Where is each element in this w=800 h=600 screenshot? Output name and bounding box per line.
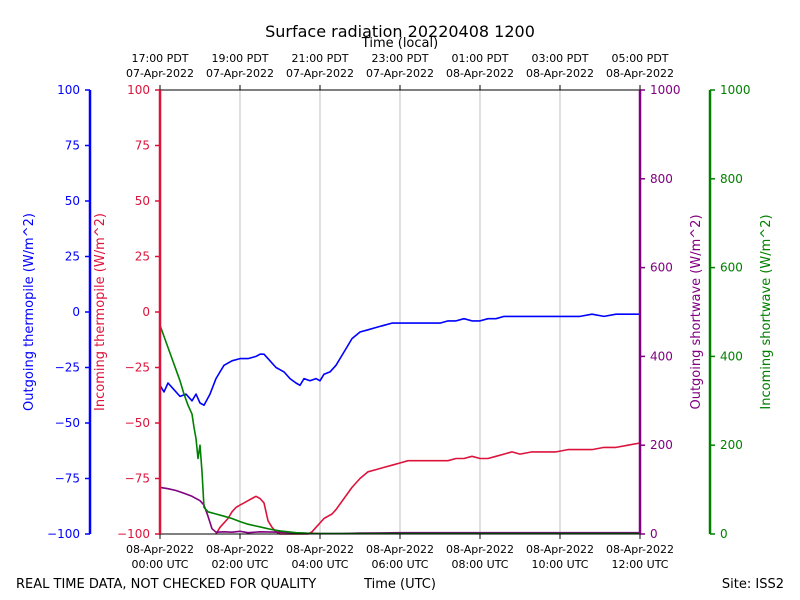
incoming-thermopile-tick-label: 0 [142, 305, 150, 319]
incoming-shortwave-tick-label: 400 [720, 349, 743, 363]
bottom-tick-time: 04:00 UTC [291, 558, 348, 571]
top-tick-time: 17:00 PDT [131, 52, 188, 65]
incoming-thermopile-tick-label: −100 [117, 527, 150, 541]
top-tick-date: 07-Apr-2022 [126, 67, 194, 80]
bottom-tick-time: 06:00 UTC [371, 558, 428, 571]
incoming-shortwave-axis-label: Incoming shortwave (W/m^2) [759, 214, 774, 409]
incoming-shortwave-tick-label: 1000 [720, 83, 751, 97]
incoming-thermopile-tick-label: 25 [135, 250, 150, 264]
incoming-thermopile-line [215, 442, 641, 535]
outgoing-thermopile-tick-label: 50 [65, 194, 80, 208]
outgoing-thermopile-tick-label: −50 [55, 416, 80, 430]
incoming-thermopile-tick-label: −50 [125, 416, 150, 430]
x-ticks: 08-Apr-2022 00:00 UTC 08-Apr-2022 02:00 UTC… [126, 52, 674, 571]
bottom-tick-time: 00:00 UTC [131, 558, 188, 571]
incoming-shortwave-tick-label: 0 [720, 527, 728, 541]
outgoing-shortwave-axis-label: Outgoing shortwave (W/m^2) [689, 214, 704, 409]
bottom-tick-time: 12:00 UTC [611, 558, 668, 571]
top-axis-title: Time (local) [361, 36, 438, 51]
y-axes: −100 −75 −50 −25 0 25 50 75 100 Outgoing thermopi… [22, 83, 774, 541]
incoming-shortwave-tick-label: 600 [720, 261, 743, 275]
top-tick-time: 21:00 PDT [291, 52, 348, 65]
bottom-tick-date: 08-Apr-2022 [606, 543, 674, 556]
outgoing-thermopile-tick-label: 25 [65, 250, 80, 264]
incoming-thermopile-tick-label: 75 [135, 139, 150, 153]
bottom-tick-date: 08-Apr-2022 [446, 543, 514, 556]
outgoing-shortwave-line [159, 486, 640, 535]
outgoing-thermopile-tick-label: −75 [55, 472, 80, 486]
bottom-tick-date: 08-Apr-2022 [286, 543, 354, 556]
bottom-axis-title: Time (UTC) [363, 577, 436, 592]
outgoing-shortwave-tick-label: 0 [650, 527, 658, 541]
outgoing-shortwave-tick-label: 600 [650, 261, 673, 275]
bottom-tick-time: 08:00 UTC [451, 558, 508, 571]
incoming-thermopile-axis-label: Incoming thermopile (W/m^2) [93, 213, 108, 411]
top-tick-time: 01:00 PDT [451, 52, 508, 65]
incoming-shortwave-tick-label: 200 [720, 438, 743, 452]
bottom-tick-date: 08-Apr-2022 [206, 543, 274, 556]
outgoing-shortwave-tick-label: 800 [650, 172, 673, 186]
top-tick-date: 08-Apr-2022 [606, 67, 674, 80]
top-tick-time: 23:00 PDT [371, 52, 428, 65]
site-label: Site: ISS2 [722, 577, 784, 592]
outgoing-thermopile-tick-label: 0 [72, 305, 80, 319]
incoming-thermopile-tick-label: −75 [125, 472, 150, 486]
chart-title: Surface radiation 20220408 1200 [265, 22, 535, 41]
top-tick-time: 03:00 PDT [531, 52, 588, 65]
outgoing-thermopile-tick-label: 100 [57, 83, 80, 97]
outgoing-thermopile-tick-label: 75 [65, 139, 80, 153]
top-tick-date: 07-Apr-2022 [286, 67, 354, 80]
top-tick-date: 08-Apr-2022 [446, 67, 514, 80]
top-tick-time: 19:00 PDT [211, 52, 268, 65]
top-tick-date: 07-Apr-2022 [206, 67, 274, 80]
incoming-shortwave-tick-label: 800 [720, 172, 743, 186]
bottom-tick-date: 08-Apr-2022 [366, 543, 434, 556]
bottom-tick-time: 10:00 UTC [531, 558, 588, 571]
outgoing-shortwave-tick-label: 200 [650, 438, 673, 452]
top-tick-date: 08-Apr-2022 [526, 67, 594, 80]
incoming-thermopile-tick-label: 100 [127, 83, 150, 97]
top-tick-date: 07-Apr-2022 [366, 67, 434, 80]
outgoing-shortwave-tick-label: 1000 [650, 83, 681, 97]
outgoing-shortwave-tick-label: 400 [650, 349, 673, 363]
outgoing-thermopile-tick-label: −25 [55, 361, 80, 375]
outgoing-thermopile-axis-label: Outgoing thermopile (W/m^2) [22, 213, 37, 411]
gridlines [239, 90, 561, 534]
quality-disclaimer: REAL TIME DATA, NOT CHECKED FOR QUALITY [16, 577, 316, 592]
bottom-tick-date: 08-Apr-2022 [126, 543, 194, 556]
outgoing-thermopile-tick-label: −100 [47, 527, 80, 541]
outgoing-thermopile-line [159, 313, 640, 407]
incoming-thermopile-tick-label: −25 [125, 361, 150, 375]
bottom-tick-date: 08-Apr-2022 [526, 543, 594, 556]
top-tick-time: 05:00 PDT [611, 52, 668, 65]
incoming-thermopile-tick-label: 50 [135, 194, 150, 208]
bottom-tick-time: 02:00 UTC [211, 558, 268, 571]
